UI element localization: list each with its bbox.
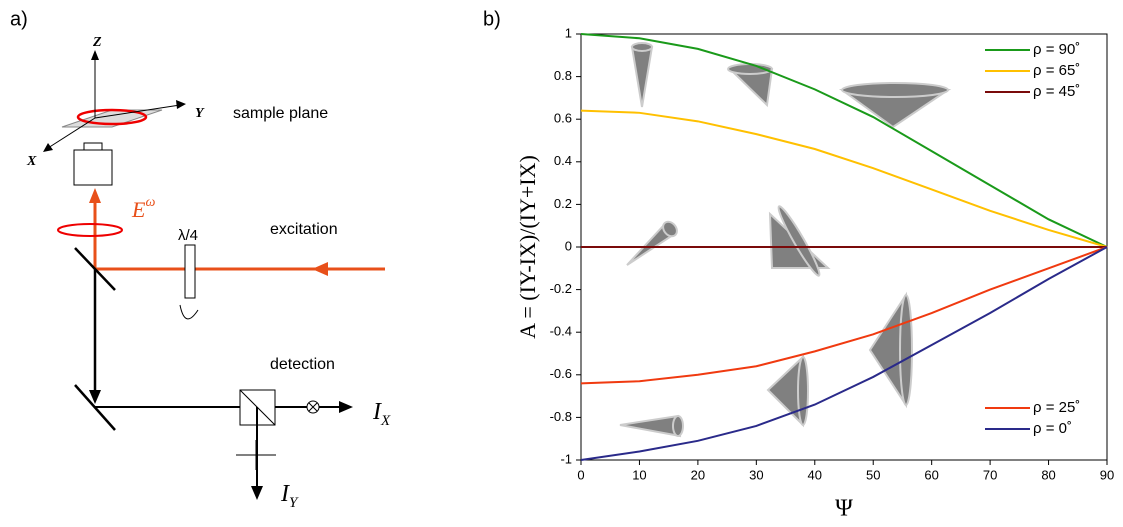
arrowhead (339, 401, 353, 413)
legend-label: ρ = 45˚ (1033, 83, 1080, 100)
y-axis-label: A = (IY-IX)/(IY+IX) (515, 155, 540, 339)
y-tick-label: 0 (565, 238, 572, 253)
y-tick-label: -0.8 (550, 409, 572, 424)
arrowhead (251, 486, 263, 500)
polarization-ring (57, 223, 123, 237)
arrowhead (43, 143, 53, 152)
diagram: a) Z Y X sample plane Eω excitation λ/4 … (10, 8, 391, 511)
plot: -1-0.8-0.6-0.4-0.200.20.40.60.810 10 20 30 4… (515, 25, 1114, 521)
objective (83, 142, 103, 151)
arrowhead (176, 100, 186, 109)
intensity-label: IY (280, 481, 299, 512)
y-tick-label: -0.4 (550, 324, 572, 339)
intensity-sub: Y (289, 495, 299, 511)
x-tick-label: 50 (866, 467, 880, 482)
x-tick-label: 80 (1041, 467, 1055, 482)
waveplate (184, 244, 196, 299)
intensity-label: IX (372, 399, 391, 430)
label: λ/4 (178, 227, 198, 244)
legend-label: ρ = 0˚ (1033, 420, 1072, 437)
arrowhead (89, 390, 101, 404)
series-line (580, 33, 1108, 248)
axis (94, 104, 181, 119)
legend-label: ρ = 90˚ (1033, 41, 1080, 58)
intensity-sub: X (380, 413, 391, 429)
detector (308, 402, 318, 412)
series-line (580, 109, 1108, 248)
rotation-arrow (179, 304, 199, 320)
x-tick-label: 30 (749, 467, 763, 482)
x-tick-label: 20 (691, 467, 705, 482)
intensity-base: I (372, 399, 382, 425)
field-label: Eω (131, 195, 155, 222)
legend-label: ρ = 25˚ (1033, 399, 1080, 416)
x-axis-label: Ψ (835, 496, 853, 522)
x-tick-label: 40 (808, 467, 822, 482)
y-tick-label: 0.2 (554, 196, 572, 211)
x-tick-label: 60 (924, 467, 938, 482)
arrowhead (312, 262, 328, 276)
x-tick-label: 70 (983, 467, 997, 482)
x-tick-label: 0 (577, 467, 584, 482)
x-tick-label: 90 (1100, 467, 1114, 482)
legend-label: ρ = 65˚ (1033, 62, 1080, 79)
axis-label: Z (92, 35, 102, 50)
field-base: E (131, 197, 146, 222)
axis (47, 117, 96, 149)
label: excitation (270, 221, 338, 238)
field-sup: ω (145, 195, 155, 210)
panel-label: b) (483, 8, 501, 30)
y-tick-label: -1 (560, 451, 572, 466)
arrowhead (89, 188, 101, 203)
axis-label: X (26, 154, 37, 169)
label: sample plane (233, 105, 328, 122)
series-line (580, 246, 1108, 385)
axis-label: Y (195, 106, 205, 121)
y-tick-label: 0.6 (554, 111, 572, 126)
y-tick-label: 0.8 (554, 68, 572, 83)
x-tick-label: 10 (632, 467, 646, 482)
y-tick-label: 1 (565, 25, 572, 40)
panel-label: a) (10, 8, 28, 30)
intensity-base: I (280, 481, 290, 507)
y-tick-label: 0.4 (554, 153, 572, 168)
arrowhead (91, 50, 99, 60)
series-line (580, 246, 1108, 461)
polarization-ring (76, 108, 148, 126)
objective (73, 149, 113, 186)
label: detection (270, 356, 335, 373)
y-tick-label: -0.6 (550, 366, 572, 381)
y-tick-label: -0.2 (550, 281, 572, 296)
